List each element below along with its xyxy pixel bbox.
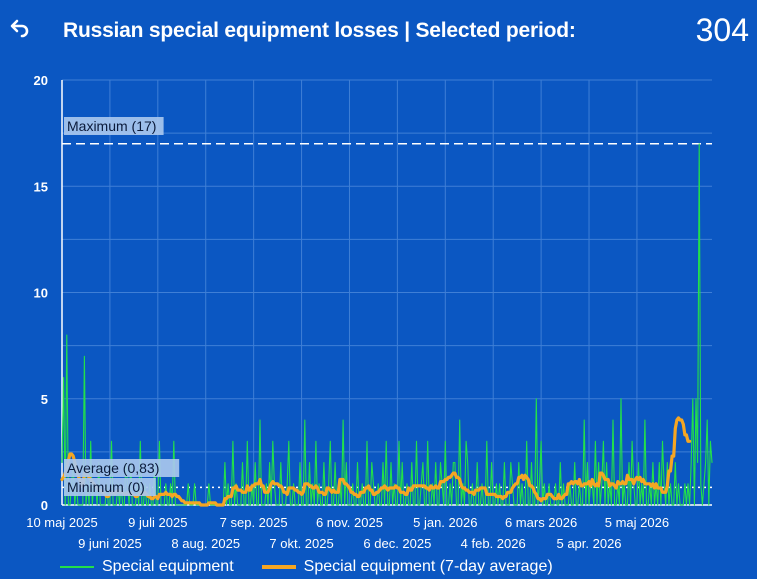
- x-tick-label: 4 feb. 2026: [461, 536, 526, 551]
- x-tick-label: 8 aug. 2025: [171, 536, 240, 551]
- x-tick-label: 9 juni 2025: [78, 536, 142, 551]
- y-tick-label: 10: [34, 286, 48, 301]
- grid-lines: [61, 79, 712, 506]
- y-tick-label: 15: [34, 179, 48, 194]
- reference-label-box: [64, 459, 180, 477]
- back-button[interactable]: [6, 14, 34, 42]
- total-count: 304: [695, 12, 749, 48]
- reference-lines: [62, 143, 712, 489]
- x-tick-label: 9 juli 2025: [128, 515, 187, 530]
- series: [60, 143, 713, 507]
- reference-label-box: [64, 117, 164, 135]
- series-line-average: [60, 416, 692, 507]
- legend-swatch-average: [261, 565, 296, 569]
- x-tick-label: 6 nov. 2025: [316, 515, 383, 530]
- reference-label: Minimum (0): [67, 479, 145, 495]
- legend-item-daily[interactable]: Special equipment: [60, 558, 234, 576]
- chart-header: Russian special equipment losses | Selec…: [0, 0, 757, 62]
- x-tick-label: 5 jan. 2026: [413, 515, 477, 530]
- legend: Special equipment Special equipment (7-d…: [60, 556, 581, 578]
- legend-item-average[interactable]: Special equipment (7-day average): [261, 558, 553, 576]
- x-tick-label: 5 maj 2026: [605, 515, 669, 530]
- x-tick-label: 7 sep. 2025: [220, 515, 288, 530]
- legend-label-average: Special equipment (7-day average): [303, 558, 553, 575]
- y-tick-label: 20: [34, 73, 48, 88]
- y-tick-label: 0: [41, 498, 48, 513]
- x-tick-label: 10 maj 2025: [26, 515, 98, 530]
- reference-labels: Maximum (17) Average (0,83) Minimum (0): [64, 117, 180, 496]
- axes: 0 5 10 15 20 10 maj 2025 9 juli 2025 7 sep. 202…: [26, 73, 712, 551]
- undo-arrow-icon: [10, 19, 29, 38]
- x-tick-label: 5 apr. 2026: [556, 536, 621, 551]
- legend-swatch-daily: [60, 566, 94, 568]
- x-tick-label: 6 dec. 2025: [363, 536, 431, 551]
- page-title: Russian special equipment losses | Selec…: [63, 19, 576, 42]
- series-line-daily: [61, 143, 713, 506]
- reference-label: Maximum (17): [67, 118, 156, 134]
- line-chart: 0 5 10 15 20 10 maj 2025 9 juli 2025 7 sep. 202…: [26, 73, 713, 551]
- y-tick-label: 5: [41, 392, 48, 407]
- legend-label-daily: Special equipment: [102, 558, 234, 575]
- x-tick-label: 7 okt. 2025: [269, 536, 333, 551]
- reference-label: Average (0,83): [67, 460, 159, 476]
- x-tick-label: 6 mars 2026: [505, 515, 577, 530]
- reference-label-box: [64, 478, 156, 496]
